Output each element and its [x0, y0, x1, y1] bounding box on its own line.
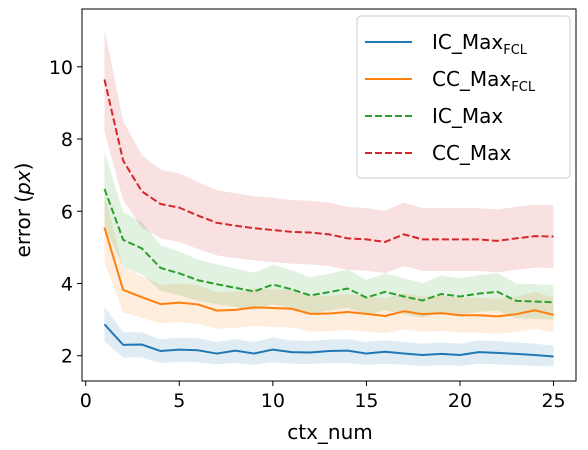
legend-label: CC_MaxFCL	[432, 67, 536, 95]
x-axis-label: ctx_num	[287, 420, 373, 444]
x-tick-label: 5	[173, 390, 185, 412]
y-tick-label: 8	[61, 129, 73, 151]
x-tick-label: 0	[80, 390, 92, 412]
band-series-2	[104, 193, 554, 334]
y-axis-label-suffix: )	[11, 163, 35, 171]
legend-label-main: CC_Max	[432, 67, 511, 91]
legend-label: CC_Max	[432, 141, 511, 165]
legend-box	[356, 15, 571, 179]
band-series-1	[104, 306, 554, 367]
legend-label: IC_Max	[432, 104, 503, 128]
legend-label-subscript: FCL	[503, 43, 528, 58]
y-tick-label: 2	[61, 346, 73, 368]
y-tick-label: 4	[61, 273, 73, 295]
legend-label-main: CC_Max	[432, 141, 511, 165]
series-lines	[103, 79, 554, 358]
y-tick-label: 10	[49, 57, 73, 79]
y-tick-label: 6	[61, 201, 73, 223]
line-series-1	[103, 323, 554, 358]
x-tick-label: 15	[354, 390, 378, 412]
x-axis-ticks: 0 5 10 15 20 25	[80, 381, 566, 412]
band-series-4	[104, 28, 554, 274]
line-series-4	[103, 79, 554, 243]
x-tick-label: 25	[541, 390, 565, 412]
legend-label-subscript: FCL	[511, 80, 536, 95]
legend-label-main: IC_Max	[432, 104, 503, 128]
y-axis-label: error (px)	[11, 163, 35, 258]
y-axis-label-unit: px	[11, 170, 35, 196]
band-series-3	[104, 151, 554, 320]
line-series-3	[103, 188, 554, 304]
plot-frame	[81, 8, 577, 382]
line-series-2	[103, 227, 554, 318]
confidence-bands	[104, 28, 554, 367]
x-tick-label: 20	[448, 390, 472, 412]
x-tick-label: 10	[261, 390, 285, 412]
legend-label: IC_MaxFCL	[432, 30, 528, 58]
y-axis-ticks: 2 4 6 8 10	[49, 57, 82, 368]
y-axis-label-prefix: error (	[11, 195, 35, 258]
legend-label-main: IC_Max	[432, 30, 503, 54]
